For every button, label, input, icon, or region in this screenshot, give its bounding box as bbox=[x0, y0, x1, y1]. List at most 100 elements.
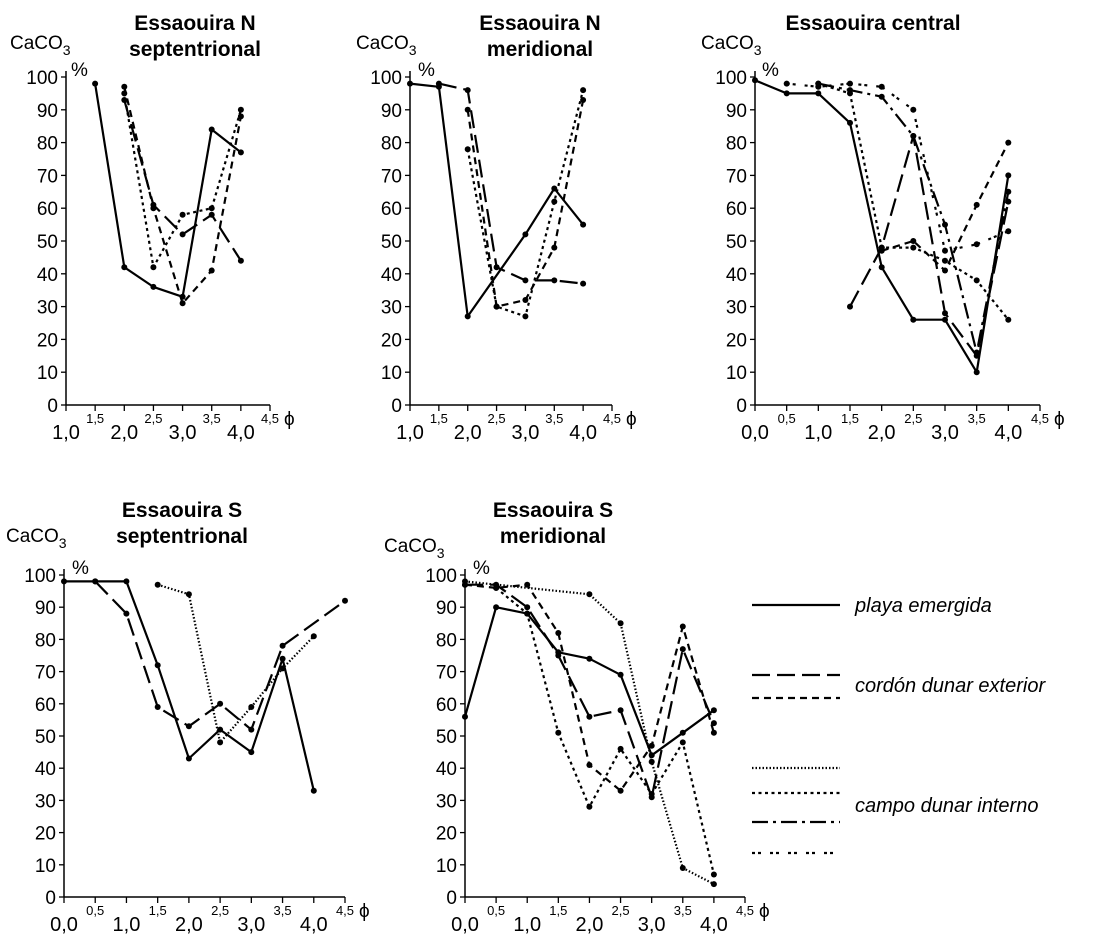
data-point bbox=[710, 707, 717, 714]
data-point bbox=[248, 749, 255, 756]
y-tick-label: 80 bbox=[381, 134, 402, 155]
y-unit-label: % bbox=[72, 558, 89, 579]
x-tick-minor-label: 1,5 bbox=[549, 903, 567, 918]
data-point bbox=[279, 665, 286, 672]
chart-title: septentrional bbox=[129, 38, 261, 61]
data-point bbox=[617, 745, 624, 752]
data-point bbox=[679, 623, 686, 630]
data-point bbox=[185, 755, 192, 762]
y-tick-label: 100 bbox=[715, 68, 747, 89]
data-point bbox=[179, 231, 186, 238]
chart-panel: Essaouira central CaCO3% 0 10 20 30 40 50 60 70 80… bbox=[701, 12, 1065, 444]
y-tick-label: 10 bbox=[37, 363, 58, 384]
y-tick-label: 30 bbox=[436, 791, 457, 812]
data-point bbox=[586, 713, 593, 720]
y-tick-label: 70 bbox=[37, 166, 58, 187]
x-tick-label: 4,0 bbox=[994, 422, 1022, 444]
x-tick-minor-label: 4,5 bbox=[736, 903, 754, 918]
data-point bbox=[185, 591, 192, 598]
data-point bbox=[493, 264, 500, 271]
x-tick-label: 4,0 bbox=[300, 914, 328, 936]
x-tick-label: 3,0 bbox=[169, 422, 197, 444]
data-point bbox=[555, 652, 562, 659]
y-tick-label: 80 bbox=[37, 134, 58, 155]
y-tick-label: 0 bbox=[391, 396, 402, 417]
data-point bbox=[910, 316, 917, 323]
data-point bbox=[555, 729, 562, 736]
data-point bbox=[493, 604, 500, 611]
y-tick-label: 50 bbox=[436, 727, 457, 748]
data-point bbox=[150, 283, 157, 290]
y-tick-label: 100 bbox=[24, 566, 56, 587]
x-tick-minor-label: 0,5 bbox=[778, 411, 796, 426]
data-point bbox=[580, 280, 587, 287]
series-line-dot bbox=[495, 587, 715, 875]
y-tick-label: 50 bbox=[381, 232, 402, 253]
x-tick-minor-label: 1,5 bbox=[86, 411, 104, 426]
y-tick-label: 80 bbox=[35, 630, 56, 651]
data-point bbox=[121, 264, 128, 271]
y-tick-label: 60 bbox=[35, 695, 56, 716]
chart-title: Essaouira N bbox=[479, 12, 600, 35]
data-point bbox=[154, 704, 161, 710]
data-point bbox=[752, 77, 758, 84]
data-point bbox=[208, 205, 215, 212]
series-line-dot bbox=[123, 93, 242, 269]
x-tick-label: 4,0 bbox=[569, 422, 597, 444]
y-tick-label: 40 bbox=[35, 759, 56, 780]
x-tick-minor-label: 2,5 bbox=[144, 411, 162, 426]
y-tick-label: 40 bbox=[726, 265, 747, 286]
series-line-fineDot bbox=[464, 580, 715, 886]
x-tick-minor-label: 0,5 bbox=[86, 903, 104, 918]
series-line-shortdash bbox=[464, 583, 715, 792]
x-tick-label: 3,0 bbox=[237, 914, 265, 936]
x-tick-label: 4,0 bbox=[227, 422, 255, 444]
data-point bbox=[464, 146, 471, 153]
x-tick-minor-label: 2,5 bbox=[488, 411, 506, 426]
x-tick-minor-label: 2,5 bbox=[904, 411, 922, 426]
data-point bbox=[92, 80, 99, 87]
data-point bbox=[310, 633, 317, 640]
x-tick-minor-label: 4,5 bbox=[1031, 411, 1049, 426]
data-point bbox=[878, 264, 885, 271]
y-tick-label: 20 bbox=[37, 330, 58, 351]
data-point bbox=[123, 610, 130, 617]
y-tick-label: 20 bbox=[726, 330, 747, 351]
data-point bbox=[1005, 228, 1012, 235]
data-point bbox=[522, 277, 529, 284]
data-point bbox=[942, 316, 948, 323]
data-point bbox=[248, 704, 255, 710]
y-tick-label: 80 bbox=[726, 134, 747, 155]
data-point bbox=[942, 221, 948, 228]
data-point bbox=[617, 707, 624, 714]
series-line-shortdash bbox=[123, 86, 242, 305]
y-tick-label: 30 bbox=[381, 298, 402, 319]
data-point bbox=[815, 83, 822, 90]
x-tick-label: 4,0 bbox=[700, 914, 728, 936]
data-point bbox=[154, 581, 161, 588]
y-tick-label: 10 bbox=[35, 856, 56, 877]
y-tick-label: 90 bbox=[726, 101, 747, 122]
y-unit-label: % bbox=[473, 558, 490, 579]
data-point bbox=[679, 646, 686, 653]
x-tick-minor-label: 1,5 bbox=[841, 411, 859, 426]
data-point bbox=[493, 303, 500, 310]
chart-title: meridional bbox=[487, 38, 593, 61]
series-line-fineDot bbox=[157, 583, 315, 744]
data-point bbox=[522, 313, 529, 320]
data-point bbox=[237, 149, 244, 156]
x-unit-label: ϕ bbox=[626, 409, 637, 430]
data-point bbox=[679, 739, 686, 746]
data-point bbox=[154, 662, 161, 669]
data-point bbox=[878, 93, 885, 100]
data-point bbox=[551, 244, 558, 251]
x-tick-label: 2,0 bbox=[454, 422, 482, 444]
data-point bbox=[973, 241, 980, 248]
data-point bbox=[524, 581, 531, 588]
data-point bbox=[617, 787, 624, 794]
chart-panel: Essaouira S meridional CaCO3% 0 10 20 30 40 50 60… bbox=[384, 499, 770, 936]
chart-title: meridional bbox=[500, 525, 606, 548]
data-point bbox=[648, 742, 655, 749]
data-point bbox=[493, 584, 500, 591]
x-tick-minor-label: 4,5 bbox=[336, 903, 354, 918]
